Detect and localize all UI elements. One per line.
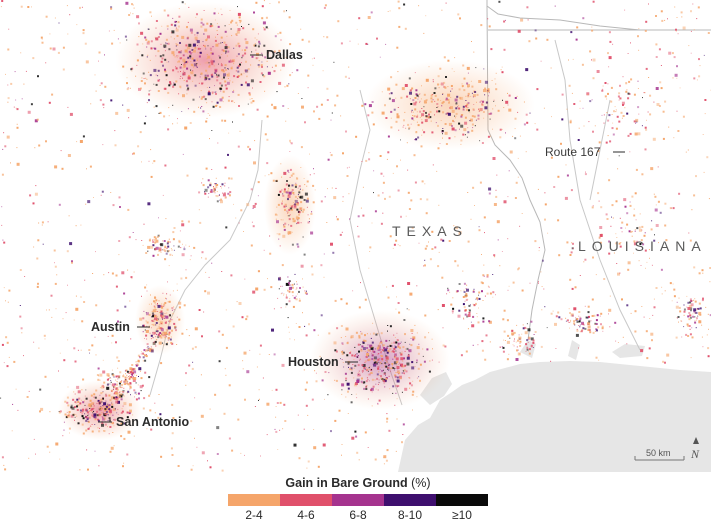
- scale-bar: 50 km: [634, 448, 685, 461]
- sabine-river-border: [487, 129, 546, 341]
- legend-label-10-plus: ≥10: [452, 508, 472, 522]
- legend-swatches: [228, 494, 488, 506]
- label-leaders: [98, 54, 625, 423]
- legend-swatch-8-10: [384, 494, 436, 506]
- legend: Gain in Bare Ground (%) 2-4 4-6 6-8 8-10…: [228, 476, 488, 524]
- calcasieu-lake: [568, 340, 580, 360]
- legend-labels: 2-4 4-6 6-8 8-10 ≥10: [228, 508, 488, 522]
- map-canvas[interactable]: Dallas Austin Houston San Antonio TEXAS …: [0, 0, 711, 472]
- legend-title: Gain in Bare Ground (%): [228, 476, 488, 490]
- scale-label: 50 km: [646, 448, 671, 458]
- white-lake: [612, 344, 645, 358]
- legend-label-6-8: 6-8: [349, 508, 367, 522]
- legend-swatch-2-4: [228, 494, 280, 506]
- legend-swatch-4-6: [280, 494, 332, 506]
- legend-label-8-10: 8-10: [397, 508, 423, 522]
- bare-ground-pixels: [0, 0, 711, 472]
- san-antonio-label: San Antonio: [116, 415, 190, 429]
- houston-label: Houston: [288, 355, 339, 369]
- svg-text:N: N: [690, 447, 700, 461]
- legend-swatch-10-plus: [436, 494, 488, 506]
- legend-label-2-4: 2-4: [245, 508, 263, 522]
- legend-swatch-6-8: [332, 494, 384, 506]
- legend-unit: (%): [411, 476, 431, 490]
- gulf-of-mexico: [398, 361, 711, 472]
- north-arrow-icon: N: [690, 437, 700, 461]
- oklahoma-border: [486, 0, 711, 31]
- dallas-label: Dallas: [266, 48, 303, 62]
- austin-label: Austin: [91, 320, 130, 334]
- louisiana-label: LOUISIANA: [578, 238, 707, 254]
- texas-label: TEXAS: [392, 223, 468, 239]
- route-167-label: Route 167: [545, 145, 601, 159]
- urban-hazes: [58, 2, 535, 440]
- legend-title-text: Gain in Bare Ground: [285, 476, 408, 490]
- legend-label-4-6: 4-6: [297, 508, 315, 522]
